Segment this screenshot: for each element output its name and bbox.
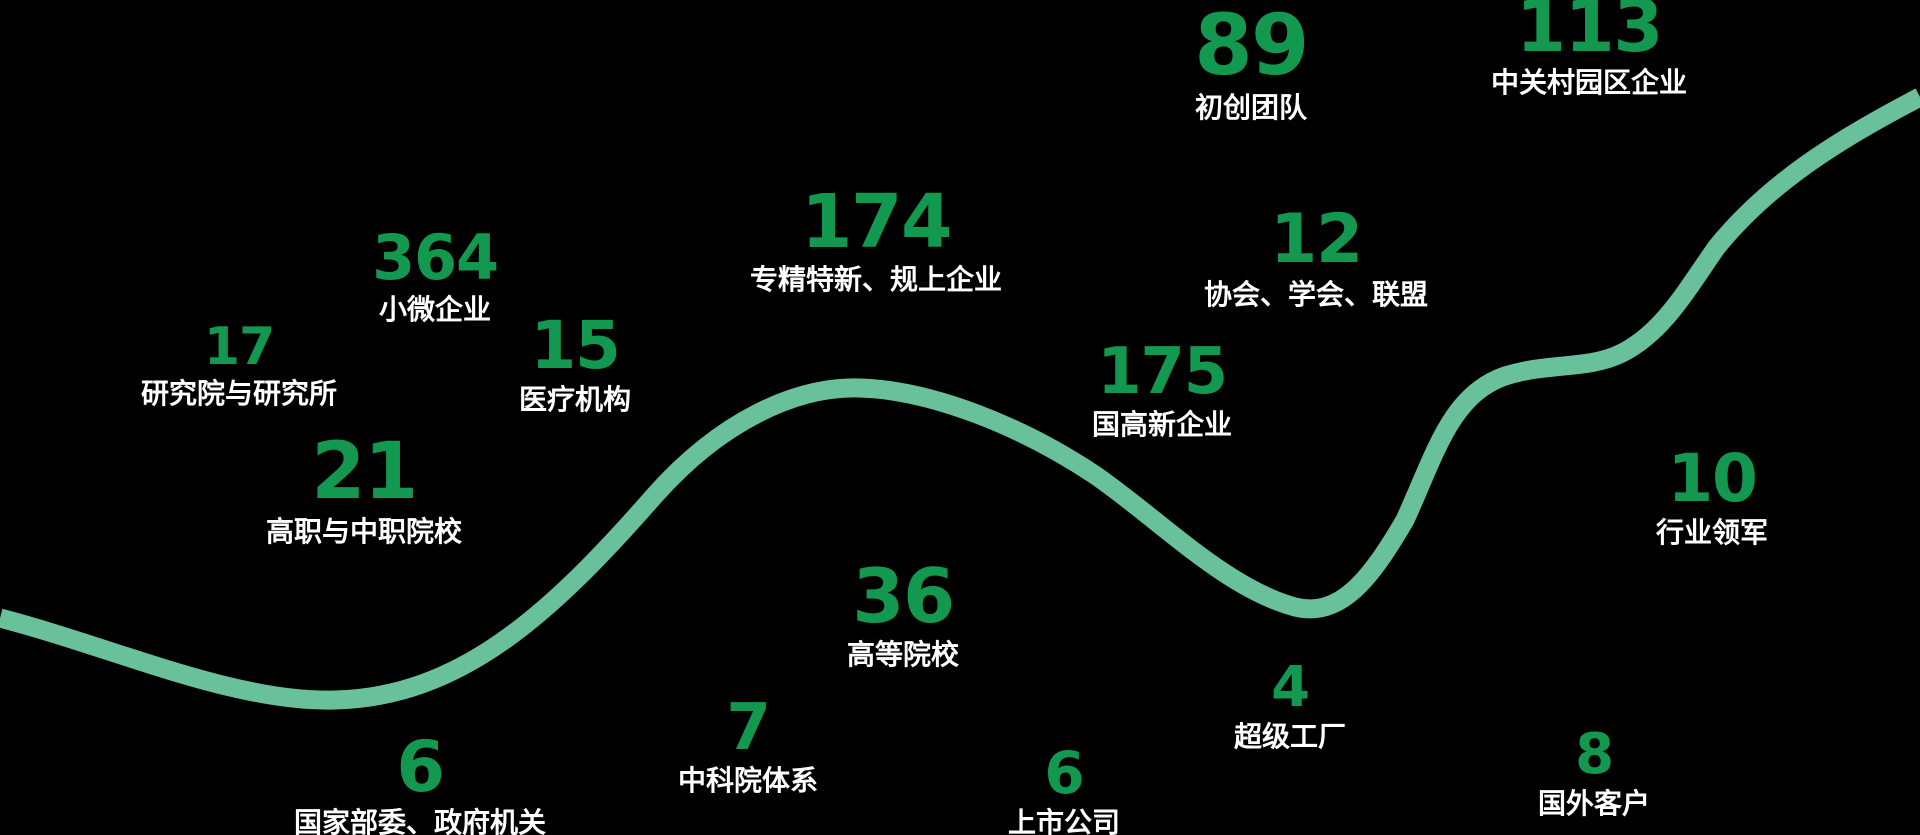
stat-value: 12 bbox=[1270, 200, 1363, 279]
stat-label: 国外客户 bbox=[1537, 788, 1651, 819]
stat-value: 174 bbox=[800, 179, 953, 265]
stat-value: 17 bbox=[203, 317, 275, 377]
stat-label: 医疗机构 bbox=[518, 384, 632, 415]
stat-value: 113 bbox=[1516, 0, 1663, 68]
stat-label: 高职与中职院校 bbox=[265, 516, 463, 547]
stat-label: 研究院与研究所 bbox=[140, 378, 338, 409]
stat-value: 4 bbox=[1271, 655, 1310, 720]
stat-item-national-hightech-enterprises: 175 国高新企业 bbox=[1092, 340, 1232, 442]
stat-item-higher-education-institutions: 36 高等院校 bbox=[847, 559, 959, 672]
stat-item-listed-companies: 6 上市公司 bbox=[1008, 744, 1120, 835]
stat-label: 专精特新、规上企业 bbox=[749, 264, 1003, 295]
stat-value: 10 bbox=[1667, 440, 1758, 517]
stat-value: 6 bbox=[396, 726, 445, 808]
stat-label: 国家部委、政府机关 bbox=[293, 807, 547, 835]
stat-value: 175 bbox=[1097, 335, 1228, 409]
stat-item-vocational-colleges: 21 高职与中职院校 bbox=[266, 433, 462, 549]
stat-value: 6 bbox=[1044, 739, 1084, 807]
stat-value: 89 bbox=[1194, 0, 1309, 94]
stat-label: 国高新企业 bbox=[1091, 409, 1233, 440]
stat-item-overseas-clients: 8 国外客户 bbox=[1538, 727, 1650, 821]
stat-item-associations-societies-alliances: 12 协会、学会、联盟 bbox=[1204, 206, 1428, 312]
stat-item-sme-specialized-enterprises: 174 专精特新、规上企业 bbox=[750, 185, 1002, 297]
stat-item-micro-small-enterprises: 364 小微企业 bbox=[372, 221, 499, 327]
stat-label: 上市公司 bbox=[1007, 807, 1121, 835]
stat-item-startup-teams: 89 初创团队 bbox=[1194, 0, 1309, 125]
stat-label: 行业领军 bbox=[1655, 517, 1769, 548]
stat-value: 15 bbox=[530, 307, 621, 384]
stat-label: 初创团队 bbox=[1194, 92, 1308, 123]
stat-value: 364 bbox=[372, 221, 499, 294]
stat-value: 36 bbox=[852, 552, 955, 640]
stat-value: 8 bbox=[1575, 722, 1614, 787]
stat-label: 小微企业 bbox=[378, 294, 492, 325]
stat-item-cas-system: 7 中科院体系 bbox=[678, 696, 818, 798]
stat-item-medical-institutions: 15 医疗机构 bbox=[519, 313, 631, 417]
stat-item-super-factories: 4 超级工厂 bbox=[1234, 660, 1346, 754]
stat-item-ministries-government-agencies: 6 国家部委、政府机关 bbox=[294, 732, 546, 835]
wave-curve-path bbox=[0, 88, 1920, 710]
stat-item-zhongguancun-park-enterprises: 113 中关村园区企业 bbox=[1491, 0, 1687, 100]
stat-label: 高等院校 bbox=[846, 639, 960, 670]
stat-label: 超级工厂 bbox=[1233, 721, 1347, 752]
stat-item-research-institutes: 17 研究院与研究所 bbox=[141, 321, 337, 411]
stat-label: 中关村园区企业 bbox=[1490, 67, 1688, 98]
stat-value: 7 bbox=[726, 691, 771, 765]
stat-item-industry-leaders: 10 行业领军 bbox=[1656, 446, 1768, 550]
stat-label: 协会、学会、联盟 bbox=[1203, 279, 1429, 310]
stat-label: 中科院体系 bbox=[677, 765, 819, 796]
stat-value: 21 bbox=[311, 427, 418, 517]
